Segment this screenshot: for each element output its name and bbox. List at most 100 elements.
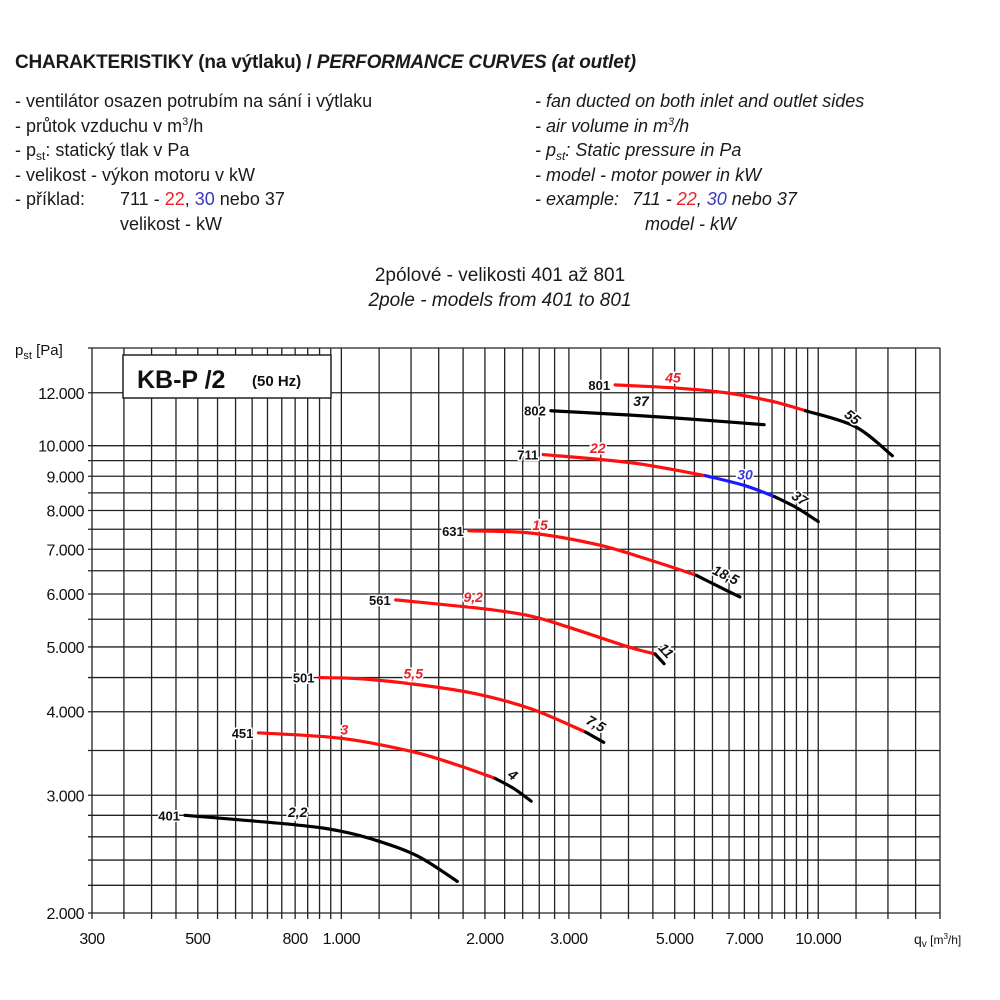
note-line: - air volume in m3/h — [535, 114, 864, 139]
curve-segment-black — [694, 573, 742, 599]
y-tick-label: 2.000 — [46, 906, 84, 923]
note-red: 22 — [164, 189, 185, 209]
curve-segment-black — [493, 776, 533, 803]
curve-segment-black — [583, 730, 606, 744]
power-label: 15 — [532, 517, 548, 533]
note-line: - fan ducted on both inlet and outlet si… — [535, 91, 865, 111]
x-tick-label: 5.000 — [656, 931, 694, 948]
y-axis-label-part: [Pa] — [32, 342, 63, 359]
curve-segment-blue — [703, 474, 777, 499]
model-label: 631 — [442, 524, 464, 539]
note-line: - model - motor power in kW — [535, 164, 762, 185]
power-label: 45 — [664, 370, 681, 386]
notes-czech: - ventilátor osazen potrubím na sání i v… — [15, 89, 372, 236]
note-text: /h — [674, 115, 690, 136]
curve-segment-red — [613, 383, 808, 413]
y-tick-label: 12.000 — [38, 386, 85, 403]
curve-segment-black — [773, 495, 820, 524]
subtitle-cz: 2pólové - velikosti 401 až 801 — [374, 265, 626, 286]
x-axis-label-part: v — [922, 939, 927, 950]
note-blue: 30 — [706, 189, 727, 209]
subtitle-en: 2pole - models from 401 to 801 — [368, 290, 632, 311]
curve-401: 401 2,2 — [157, 803, 459, 883]
note-sup: 3 — [668, 115, 675, 128]
note-line: - velikost - výkon motoru v kW — [15, 164, 256, 185]
model-label: 451 — [232, 726, 254, 741]
x-tick-label: 7.000 — [726, 931, 764, 948]
x-tick-label: 10.000 — [795, 931, 842, 948]
chart-title-box — [122, 354, 332, 399]
x-axis-label-part: [m — [927, 933, 944, 947]
y-tick-label: 7.000 — [46, 542, 84, 559]
power-label: 37 — [633, 393, 650, 409]
note-line: - pst: statický tlak v Pa — [15, 138, 372, 163]
power-label: 55 — [841, 406, 863, 428]
note-text: - příklad: — [15, 189, 86, 209]
model-label: 401 — [158, 808, 180, 823]
note-text: : statický tlak v Pa — [45, 140, 190, 160]
y-axis-label-part: st — [23, 350, 32, 362]
page-title: CHARAKTERISTIKY (na výtlaku) / PERFORMAN… — [15, 52, 636, 74]
model-label: 802 — [524, 404, 546, 419]
note-line: - pst: Static pressure in Pa — [535, 138, 864, 163]
power-label: 3 — [341, 722, 349, 738]
note-line: - průtok vzduchu v m3/h — [15, 114, 372, 139]
x-tick-label: 500 — [185, 931, 211, 948]
chart-title-note: (50 Hz) — [252, 373, 301, 390]
title-en: PERFORMANCE CURVES (at outlet) — [316, 52, 636, 73]
note-text: /h — [188, 115, 204, 136]
note-sub: st — [36, 149, 46, 163]
note-text: - p — [535, 140, 557, 160]
note-line: model - kW — [645, 213, 737, 234]
title-cz: CHARAKTERISTIKY (na výtlaku) / — [15, 52, 317, 73]
power-label: 2,2 — [287, 804, 308, 820]
curve-segment-red — [541, 452, 708, 478]
note-text: - example: — [535, 189, 620, 209]
y-tick-label: 4.000 — [46, 705, 84, 722]
y-tick-label: 6.000 — [46, 587, 84, 604]
note-text: , — [696, 189, 707, 209]
note-line: velikost - kW — [120, 213, 223, 234]
x-tick-label: 1.000 — [323, 931, 361, 948]
y-axis-label: pst [Pa] — [15, 342, 63, 362]
model-label: 801 — [588, 378, 610, 393]
note-text: - air volume in m — [535, 115, 669, 136]
grid — [88, 347, 941, 919]
curve-segment-black — [549, 409, 766, 427]
model-label: 561 — [369, 593, 391, 608]
x-axis-label-part: 3 — [943, 932, 948, 941]
curve-segment-red — [256, 731, 497, 780]
x-tick-label: 300 — [79, 931, 105, 948]
note-blue: 30 — [194, 189, 215, 209]
x-tick-label: 2.000 — [466, 931, 504, 948]
power-label: 22 — [589, 440, 606, 456]
curve-segment-black — [653, 652, 666, 666]
y-tick-label: 8.000 — [46, 503, 84, 520]
note-text: : Static pressure in Pa — [565, 140, 742, 160]
note-text: 711 - — [120, 189, 165, 209]
y-axis-label-part: p — [15, 342, 23, 359]
note-text: 711 - — [632, 189, 677, 209]
y-tick-label: 9.000 — [46, 469, 84, 486]
note-text: - průtok vzduchu v m — [15, 115, 183, 136]
note-sub: st — [556, 149, 566, 163]
power-label: 5,5 — [404, 666, 424, 682]
curve-segment-black — [803, 409, 894, 458]
note-line: - ventilátor osazen potrubím na sání i v… — [15, 91, 373, 111]
note-text: - p — [15, 140, 37, 160]
note-text: nebo 37 — [214, 189, 285, 209]
note-line: - příklad: 711 - 22, 30 nebo 37 — [15, 187, 372, 212]
x-axis-label-part: q — [914, 931, 922, 947]
x-axis-label-part: /h] — [948, 933, 961, 947]
note-text: , — [184, 189, 195, 209]
curve-segment-black — [183, 813, 459, 883]
model-label: 501 — [293, 671, 315, 686]
curve-801: 801 45 55 — [587, 368, 894, 458]
note-sup: 3 — [182, 115, 189, 128]
power-label: 9,2 — [463, 589, 483, 605]
y-tick-label: 10.000 — [38, 439, 85, 456]
curve-segment-red — [467, 529, 698, 577]
y-tick-label: 5.000 — [46, 640, 84, 657]
note-text: nebo 37 — [726, 189, 797, 209]
